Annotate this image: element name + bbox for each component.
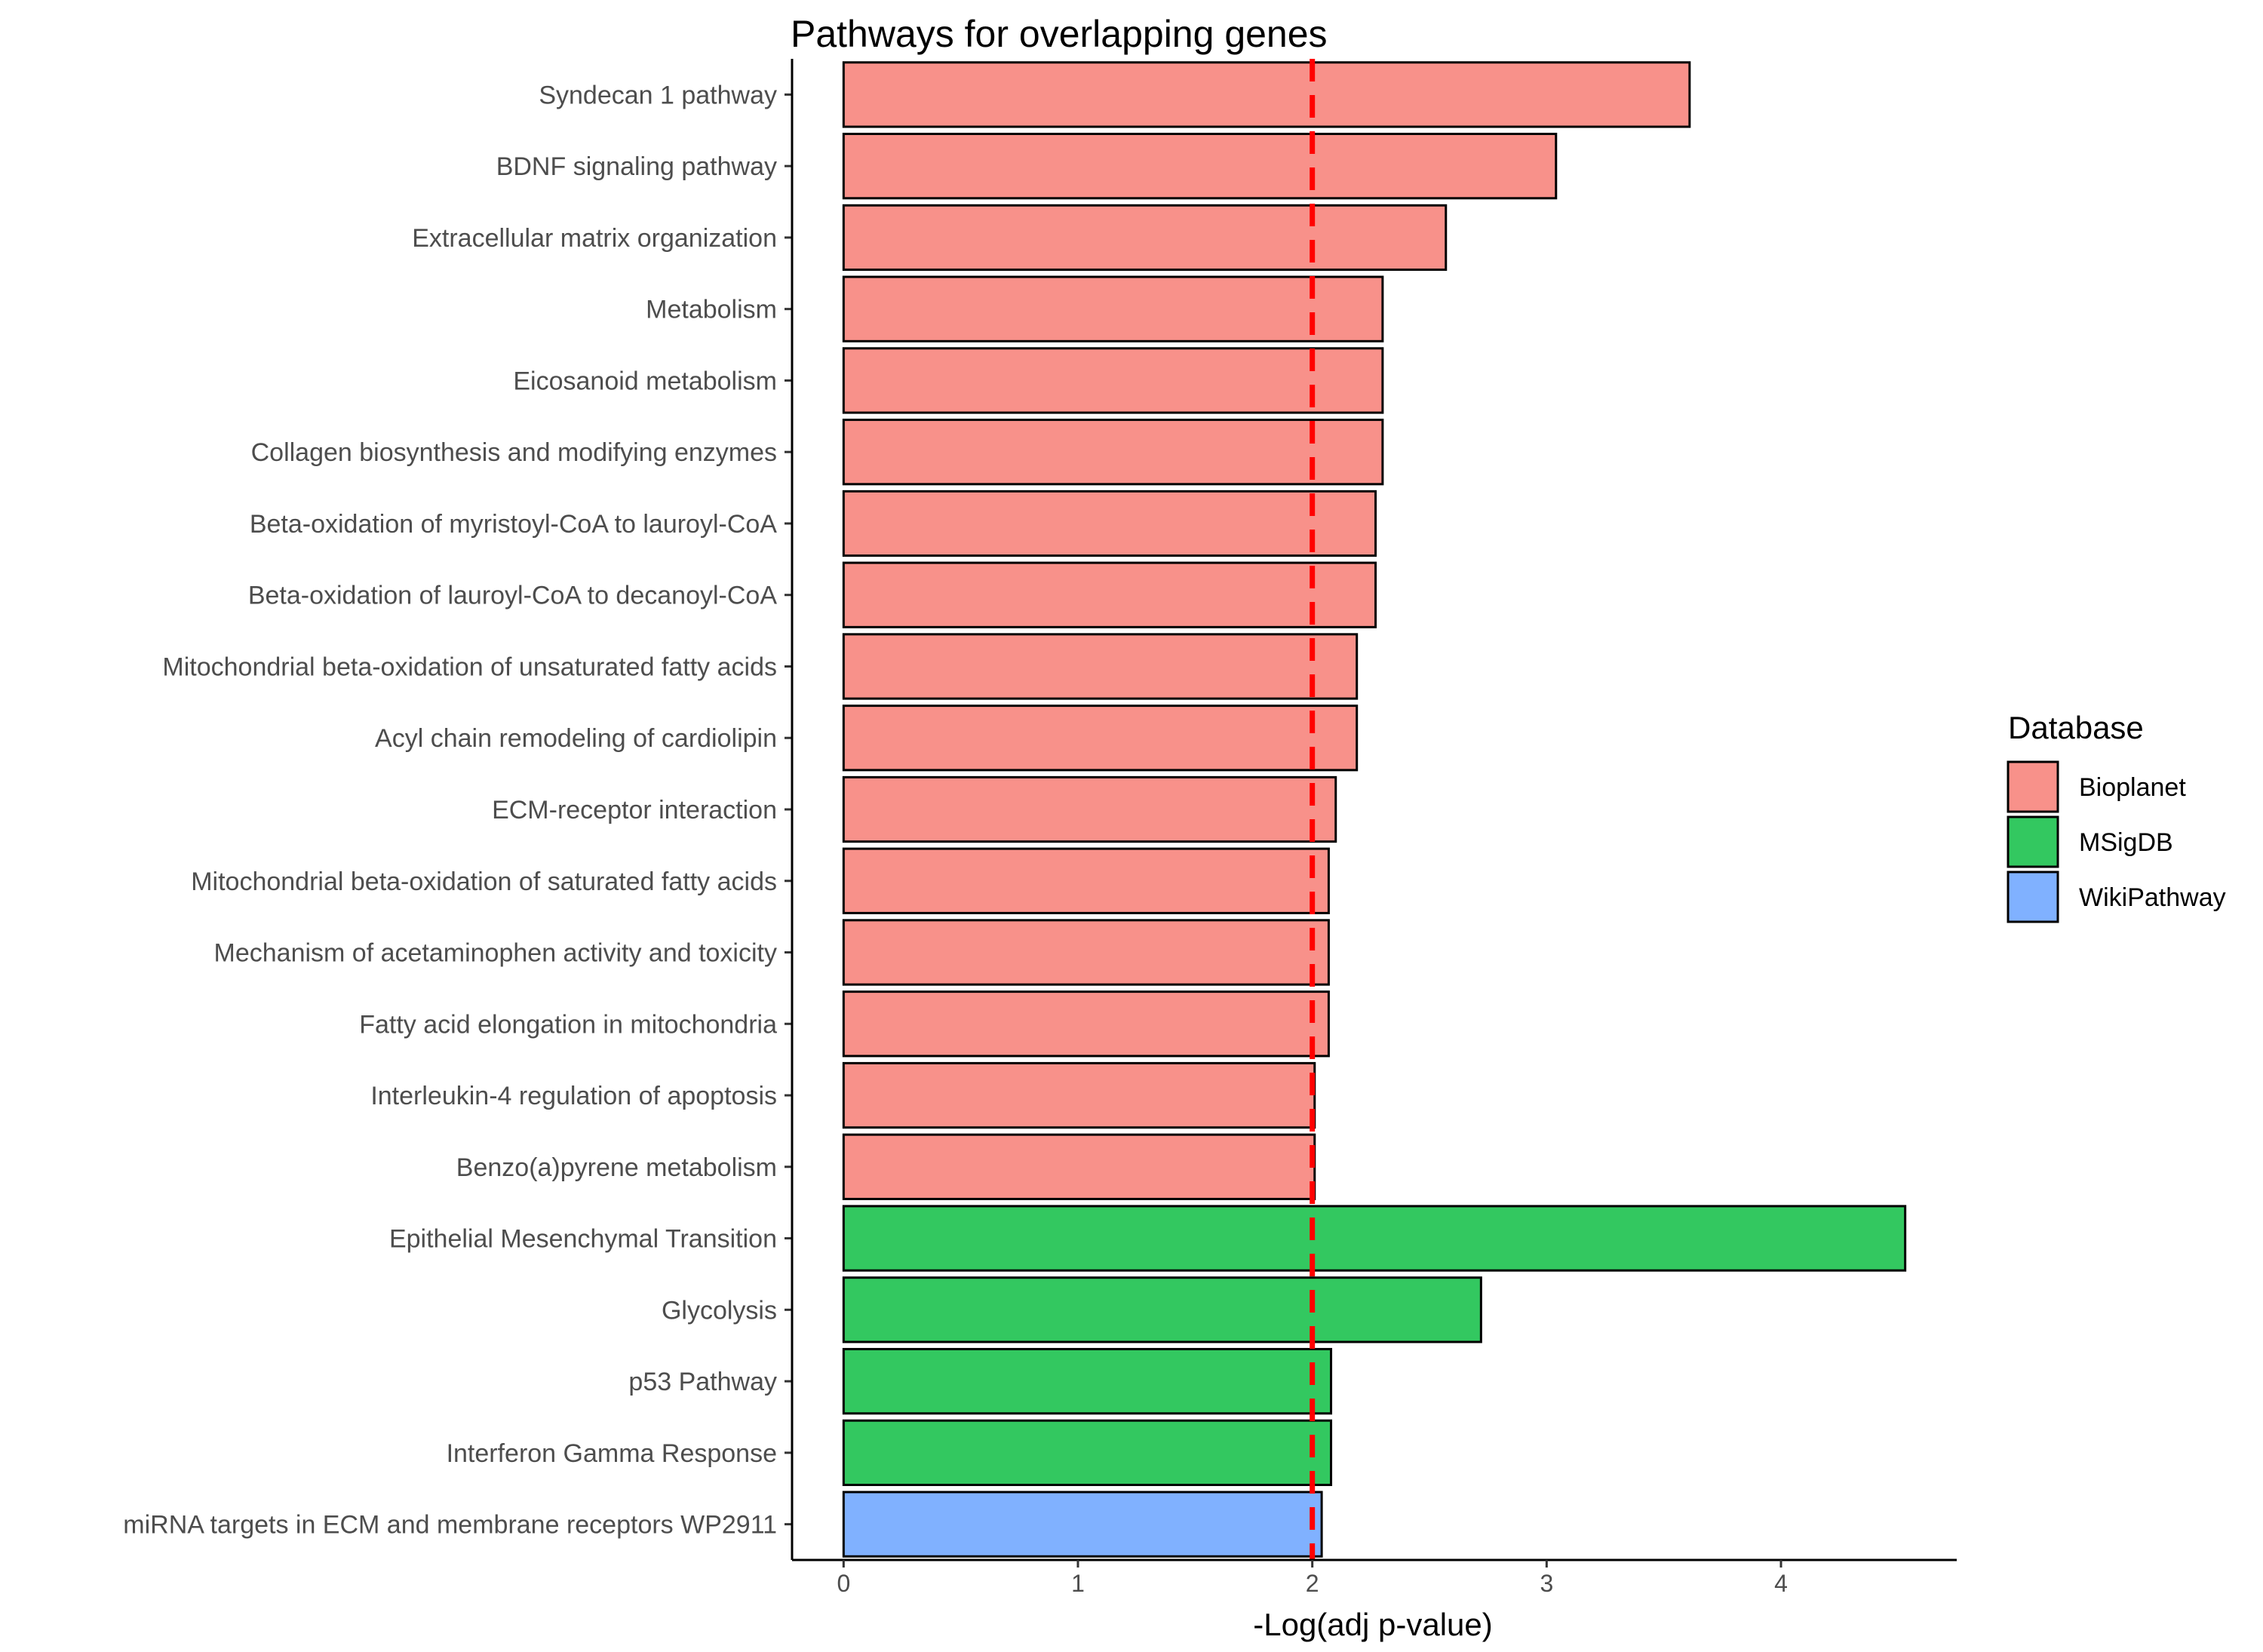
y-tick-label: Eicosanoid metabolism <box>513 367 777 395</box>
x-tick-label: 0 <box>837 1570 850 1597</box>
y-tick-label: Mitochondrial beta-oxidation of unsatura… <box>162 653 777 681</box>
bar <box>842 1347 1333 1415</box>
y-tick-label: Epithelial Mesenchymal Transition <box>389 1225 777 1254</box>
y-tick-label: Syndecan 1 pathway <box>539 81 777 109</box>
bar <box>842 1205 1907 1272</box>
y-tick-label: Metabolism <box>646 296 777 324</box>
bars-layer <box>842 61 1907 1558</box>
bar <box>842 919 1330 986</box>
legend-label: Bioplanet <box>2079 773 2186 802</box>
bar <box>842 990 1330 1058</box>
y-tick-label: Interleukin-4 regulation of apoptosis <box>370 1082 777 1110</box>
chart-title: Pathways for overlapping genes <box>791 13 1328 55</box>
y-tick-label: miRNA targets in ECM and membrane recept… <box>123 1511 777 1540</box>
bar <box>842 705 1359 772</box>
bar <box>842 347 1384 414</box>
legend-key <box>2007 815 2059 868</box>
bar <box>842 419 1384 486</box>
y-tick-label: Beta-oxidation of myristoyl-CoA to lauro… <box>250 510 777 539</box>
y-tick-label: Acyl chain remodeling of cardiolipin <box>375 724 777 753</box>
x-tick-label: 2 <box>1306 1570 1319 1597</box>
bar <box>842 275 1384 342</box>
y-tick-label: Glycolysis <box>662 1296 777 1325</box>
bar <box>842 1491 1323 1558</box>
y-tick-label: BDNF signaling pathway <box>496 152 777 181</box>
legend-key <box>2007 871 2059 923</box>
bar <box>842 1276 1482 1343</box>
bar <box>842 133 1558 200</box>
axes-layer <box>785 59 1957 1568</box>
x-axis-title: -Log(adj p-value) <box>1253 1607 1493 1642</box>
legend-key <box>2007 760 2059 813</box>
bar <box>842 61 1691 128</box>
bar <box>842 1419 1333 1486</box>
bar <box>842 847 1330 914</box>
y-tick-label: ECM-receptor interaction <box>492 796 777 824</box>
legend-label: WikiPathway <box>2079 883 2226 912</box>
x-tick-label: 3 <box>1540 1570 1553 1597</box>
bar <box>842 490 1377 557</box>
legend-title: Database <box>2008 710 2144 745</box>
y-tick-label: Benzo(a)pyrene metabolism <box>456 1153 777 1182</box>
y-tick-label: Mechanism of acetaminophen activity and … <box>214 939 777 968</box>
y-tick-label: Fatty acid elongation in mitochondria <box>359 1010 777 1039</box>
x-tick-label: 4 <box>1774 1570 1788 1597</box>
y-tick-label: Interferon Gamma Response <box>447 1439 777 1468</box>
bar <box>842 561 1377 628</box>
y-tick-label: Beta-oxidation of lauroyl-CoA to decanoy… <box>248 582 777 610</box>
y-tick-labels: Syndecan 1 pathway BDNF signaling pathway… <box>123 81 777 1539</box>
bar <box>842 204 1448 272</box>
bar <box>842 633 1359 700</box>
x-tick-label: 1 <box>1071 1570 1085 1597</box>
y-tick-label: Mitochondrial beta-oxidation of saturate… <box>191 867 777 896</box>
bar <box>842 1061 1316 1129</box>
bar <box>842 775 1337 843</box>
bar <box>842 1133 1316 1200</box>
legend: Database Bioplanet MSigDB WikiPathway <box>2007 710 2226 923</box>
y-tick-label: p53 Pathway <box>628 1368 777 1396</box>
y-tick-label: Collagen biosynthesis and modifying enzy… <box>251 438 777 467</box>
x-tick-labels: 0 1 2 3 4 <box>837 1570 1787 1597</box>
legend-label: MSigDB <box>2079 828 2173 857</box>
y-tick-label: Extracellular matrix organization <box>412 224 777 253</box>
